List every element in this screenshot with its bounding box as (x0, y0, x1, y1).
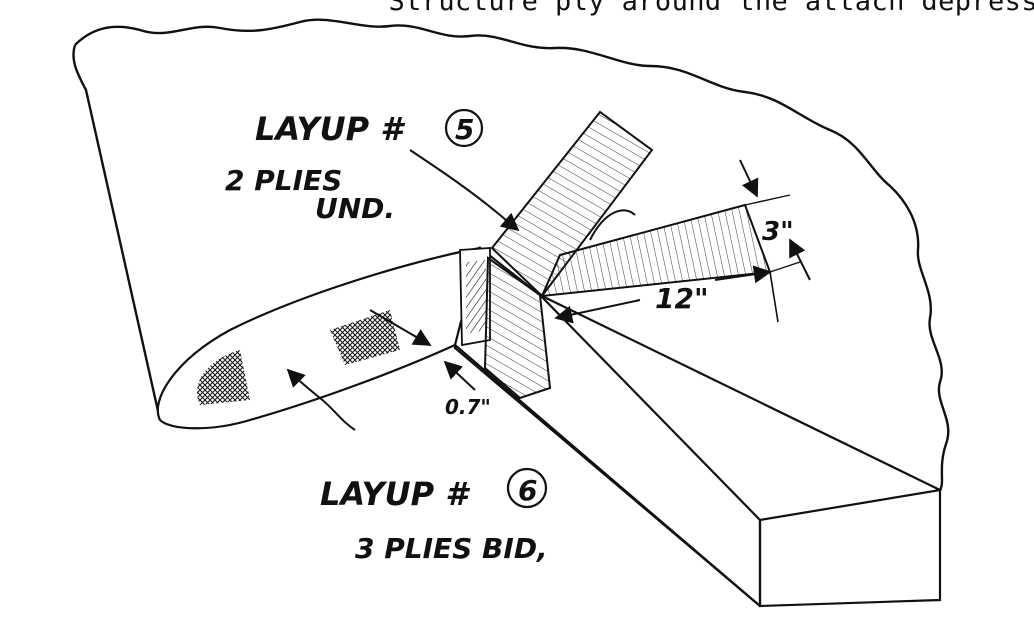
airfoil-hatch-left (196, 350, 250, 405)
top-cut-off-text: Structure ply around the attach depress (0, 0, 1034, 16)
layup5-circle (444, 108, 484, 148)
layup6-line1: 3 PLIES BID, (355, 532, 548, 565)
layup5-line2: UND. (315, 192, 395, 225)
layup5-title: LAYUP # (255, 110, 405, 148)
layup6-title: LAYUP # (320, 475, 470, 513)
layup5-leader (409, 149, 520, 232)
layup6-number: 6 (518, 474, 537, 507)
surface-left-edge (72, 44, 162, 421)
dim-12in: 12" (655, 282, 709, 315)
block-front-face (453, 345, 761, 607)
layup5-diagonal-ply (490, 110, 654, 298)
surface-outline (74, 18, 950, 491)
dim-3in: 3" (762, 217, 794, 247)
layup6-leader (286, 368, 356, 431)
airfoil-hatch-mid (330, 310, 400, 365)
layup5-line1: 2 PLIES (225, 164, 342, 197)
layup5-vertical-ply (483, 256, 552, 400)
layup6-circle (506, 467, 548, 509)
dim-07in: 0.7" (445, 395, 491, 419)
header-text: Structure ply around the attach depress (388, 0, 1034, 16)
layup5-number: 5 (455, 113, 474, 146)
